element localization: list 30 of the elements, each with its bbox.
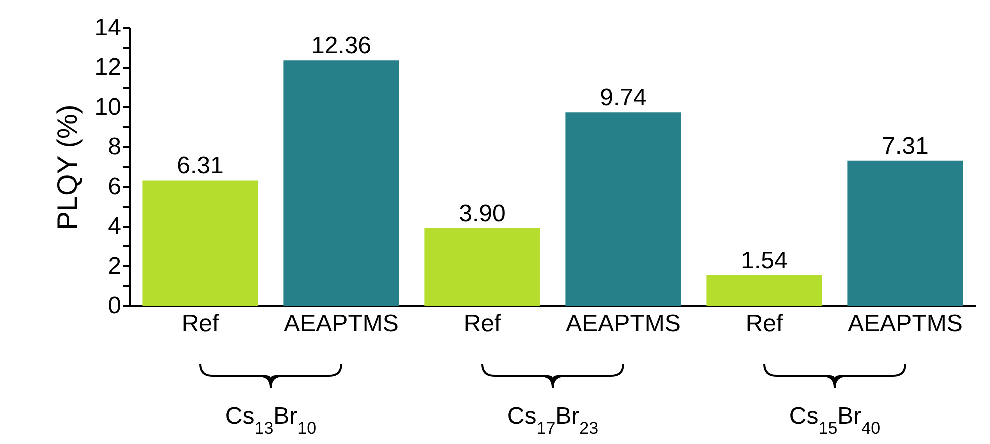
bar (142, 180, 258, 306)
x-tick-label: Ref (746, 310, 784, 338)
y-tick-label: 8 (108, 134, 122, 161)
data-label: 7.31 (882, 132, 929, 160)
data-label: 6.31 (177, 152, 224, 180)
data-label: 1.54 (741, 247, 788, 274)
bar (284, 60, 400, 306)
data-label: 12.36 (311, 32, 372, 60)
text: Cs$_{15}$Br$_{40}$ (789, 403, 881, 438)
y-tick-label: 0 (108, 292, 122, 320)
text: Cs$_{13}$Br$_{10}$ (225, 403, 317, 438)
y-tick-label: 12 (94, 54, 122, 82)
x-tick-label: AEAPTMS (566, 310, 681, 338)
y-tick-label: 2 (108, 252, 122, 280)
bar (848, 160, 964, 306)
bar (706, 275, 822, 306)
x-tick-label: AEAPTMS (284, 310, 399, 338)
data-label: 9.74 (600, 84, 647, 112)
bar (424, 228, 540, 306)
y-axis-title: PLQY (%) (52, 104, 83, 230)
y-tick-label: 4 (108, 213, 122, 240)
bar (566, 112, 682, 306)
text: Cs$_{17}$Br$_{23}$ (507, 403, 599, 438)
x-tick-label: Ref (182, 310, 220, 338)
y-tick-label: 10 (94, 94, 122, 121)
y-tick-label: 6 (108, 173, 122, 200)
y-tick-label: 14 (94, 14, 122, 42)
x-tick-label: Ref (464, 310, 502, 338)
x-tick-label: AEAPTMS (848, 310, 963, 338)
data-label: 3.90 (459, 200, 506, 228)
